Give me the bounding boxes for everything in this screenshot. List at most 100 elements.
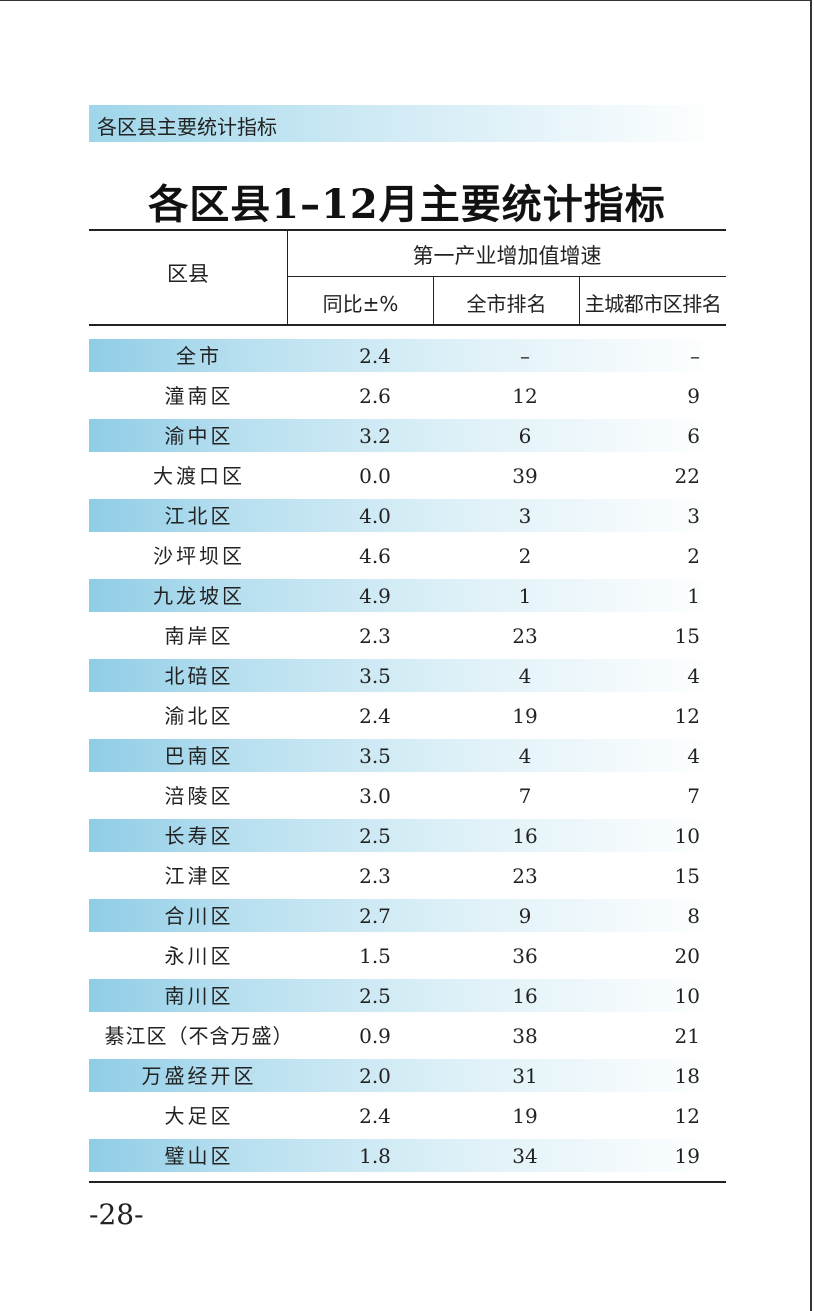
yoy-column-header: 同比±% [322,292,399,316]
row-city-rank: 16 [512,984,538,1008]
page-border-right [810,0,812,1311]
row-city-rank: 39 [512,464,538,488]
row-district: 潼南区 [164,384,234,408]
row-main-rank: 21 [674,1024,700,1048]
row-district: 璧山区 [164,1144,234,1168]
row-city-rank: 12 [512,384,538,408]
row-district: 全市 [176,344,222,368]
row-district: 长寿区 [164,824,234,848]
row-yoy: 2.4 [359,1104,391,1128]
row-yoy: 3.0 [359,784,391,808]
row-main-rank: 19 [674,1144,700,1168]
row-city-rank: 23 [512,624,538,648]
row-yoy: 2.3 [359,864,391,888]
main-rank-column-header: 主城都市区排名 [584,292,722,316]
row-district: 江津区 [164,864,234,888]
row-yoy: 4.6 [359,544,391,568]
row-city-rank: 31 [512,1064,538,1088]
row-yoy: 1.5 [359,944,391,968]
header-divider-3 [579,277,580,325]
row-district: 渝中区 [164,424,234,448]
row-band [89,979,719,1012]
row-yoy: 3.5 [359,744,391,768]
row-yoy: 2.5 [359,824,391,848]
row-district: 渝北区 [164,704,234,728]
row-city-rank: 23 [512,864,538,888]
row-main-rank: 3 [687,504,700,528]
row-district: 南岸区 [164,624,234,648]
row-band [89,819,719,852]
row-main-rank: 8 [687,904,700,928]
row-yoy: 2.0 [359,1064,391,1088]
row-yoy: 2.4 [359,704,391,728]
row-city-rank: 36 [512,944,538,968]
row-city-rank: 38 [512,1024,538,1048]
row-main-rank: 12 [674,1104,700,1128]
row-yoy: 2.7 [359,904,391,928]
row-yoy: 0.9 [359,1024,391,1048]
row-band [89,659,719,692]
row-district: 沙坪坝区 [153,544,245,568]
page-border-top [0,0,812,1]
section-header: 各区县主要统计指标 [89,105,719,142]
row-band [89,339,719,372]
section-header-text: 各区县主要统计指标 [97,115,277,139]
row-city-rank: 34 [512,1144,538,1168]
row-district: 大足区 [164,1104,234,1128]
row-city-rank: 2 [518,544,532,568]
row-district: 合川区 [164,904,234,928]
row-city-rank: 19 [512,1104,538,1128]
row-district: 綦江区（不含万盛） [104,1024,294,1048]
table-top-rule [89,229,726,231]
row-district: 永川区 [164,944,234,968]
row-district: 江北区 [164,504,234,528]
row-district: 南川区 [164,984,234,1008]
row-band [89,739,719,772]
district-column-header: 区县 [167,262,209,286]
row-yoy: 4.9 [359,584,391,608]
row-city-rank: 9 [518,904,532,928]
row-main-rank: 12 [674,704,700,728]
row-yoy: 3.5 [359,664,391,688]
row-main-rank: 1 [687,584,700,608]
row-district: 北碚区 [164,664,234,688]
row-city-rank: – [520,344,530,368]
row-district: 涪陵区 [164,784,234,808]
row-band [89,499,719,532]
row-band [89,899,719,932]
row-district: 九龙坡区 [153,584,245,608]
header-divider-1 [287,230,288,325]
row-yoy: 2.6 [359,384,391,408]
row-main-rank: 4 [687,664,700,688]
row-district: 万盛经开区 [141,1064,257,1088]
row-main-rank: 10 [674,984,700,1008]
row-district: 巴南区 [164,744,234,768]
city-rank-column-header: 全市排名 [466,292,547,316]
row-main-rank: 22 [674,464,700,488]
row-yoy: 4.0 [359,504,391,528]
row-main-rank: 7 [687,784,700,808]
page-title: 各区县1–12月主要统计指标 [148,181,666,228]
row-main-rank: 6 [687,424,700,448]
table-bottom-rule [89,1181,726,1183]
row-main-rank: 20 [674,944,700,968]
group-column-header: 第一产业增加值增速 [412,244,602,268]
row-city-rank: 4 [518,744,532,768]
row-main-rank: 2 [687,544,700,568]
row-yoy: 0.0 [359,464,391,488]
row-city-rank: 16 [512,824,538,848]
row-yoy: 2.5 [359,984,391,1008]
row-main-rank: 18 [674,1064,700,1088]
row-yoy: 1.8 [359,1144,391,1168]
row-city-rank: 19 [512,704,538,728]
row-main-rank: 10 [674,824,700,848]
row-band [89,419,719,452]
row-yoy: 2.4 [359,344,391,368]
row-band [89,1139,719,1172]
row-city-rank: 4 [518,664,532,688]
row-city-rank: 1 [518,584,532,608]
row-band [89,579,719,612]
row-city-rank: 7 [518,784,532,808]
row-main-rank: 15 [674,864,700,888]
table-header-bottom-rule [89,324,726,326]
